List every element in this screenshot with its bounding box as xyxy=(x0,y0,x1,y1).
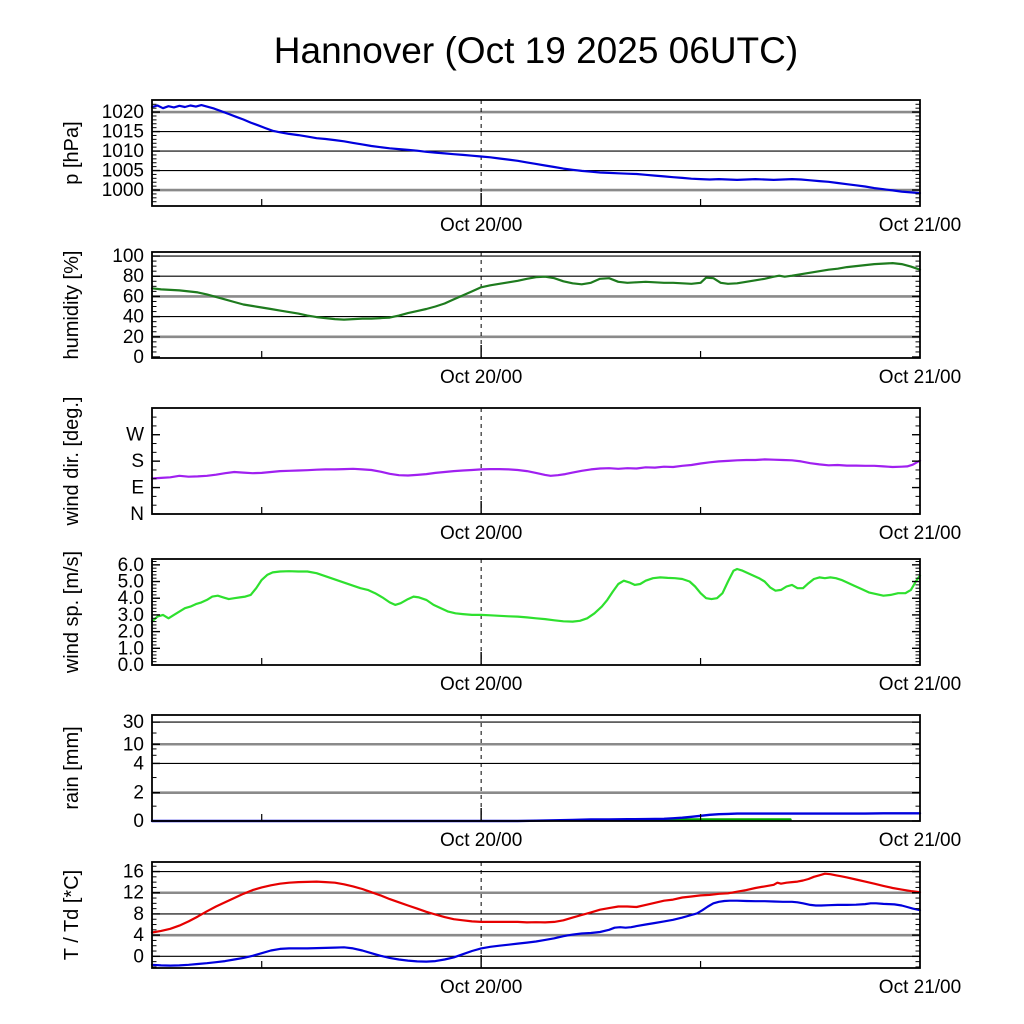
x-tick-label: Oct 20/00 xyxy=(440,830,522,851)
y-tick-label: 0 xyxy=(133,811,144,832)
series-line-pressure xyxy=(150,103,922,195)
y-tick-label: 5.0 xyxy=(118,572,144,593)
x-tick-label: Oct 20/00 xyxy=(440,674,522,695)
y-tick-label: 4 xyxy=(133,753,144,774)
x-tick-label: Oct 21/00 xyxy=(879,830,961,851)
y-tick-label: E xyxy=(131,478,144,499)
y-tick-label: 30 xyxy=(123,712,144,733)
x-tick-label: Oct 20/00 xyxy=(440,215,522,236)
y-tick-label: 0 xyxy=(133,347,144,368)
y-axis-title: p [hPa] xyxy=(61,121,83,184)
y-tick-label: 20 xyxy=(123,327,144,348)
chart-title: Hannover (Oct 19 2025 06UTC) xyxy=(273,30,799,71)
y-tick-label: 1005 xyxy=(102,161,144,182)
plot-box xyxy=(151,99,921,207)
plot-box xyxy=(151,251,921,359)
y-tick-label: 4 xyxy=(133,925,144,946)
y-tick-label: 16 xyxy=(123,862,144,883)
y-tick-label: 0 xyxy=(133,946,144,967)
y-tick-label: 6.0 xyxy=(118,555,144,576)
plot-box xyxy=(151,861,921,969)
y-tick-label: 1.0 xyxy=(118,638,144,659)
panel-wind-speed: 6.05.04.03.02.01.00.0 Oct 20/00 Oct 21/00 w… xyxy=(61,551,961,695)
x-tick-label: Oct 20/00 xyxy=(440,977,522,998)
x-tick-label: Oct 21/00 xyxy=(879,215,961,236)
x-tick-label: Oct 20/00 xyxy=(440,367,522,388)
y-tick-label: 10 xyxy=(123,734,144,755)
series-line-dew-point xyxy=(150,899,922,967)
y-tick-label: 2.0 xyxy=(118,622,144,643)
y-tick-label: 40 xyxy=(123,307,144,328)
y-tick-label: 8 xyxy=(133,904,144,925)
series-line-temperature xyxy=(150,872,922,934)
series-line-rain-blue xyxy=(150,812,922,823)
y-tick-label: 1015 xyxy=(102,122,144,143)
x-tick-label: Oct 21/00 xyxy=(879,674,961,695)
series-line-wind-speed xyxy=(150,567,922,623)
y-tick-label: N xyxy=(130,504,144,525)
x-tick-label: Oct 21/00 xyxy=(879,523,961,544)
y-axis-title: humidity [%] xyxy=(61,251,83,360)
x-tick-label: Oct 21/00 xyxy=(879,367,961,388)
series-line-humidity xyxy=(150,262,922,321)
y-tick-label: 100 xyxy=(112,246,144,267)
y-tick-label: 1010 xyxy=(102,141,144,162)
y-tick-label: W xyxy=(126,425,144,446)
y-axis-title: wind sp. [m/s] xyxy=(61,551,83,674)
y-tick-label: 12 xyxy=(123,883,144,904)
x-tick-label: Oct 21/00 xyxy=(879,977,961,998)
y-tick-label: 1020 xyxy=(102,102,144,123)
plot-box xyxy=(151,714,921,822)
y-tick-label: 3.0 xyxy=(118,605,144,626)
x-tick-label: Oct 20/00 xyxy=(440,523,522,544)
y-tick-label: 4.0 xyxy=(118,588,144,609)
y-tick-label: 80 xyxy=(123,266,144,287)
plot-box xyxy=(151,407,921,515)
y-tick-label: 60 xyxy=(123,286,144,307)
y-tick-label: S xyxy=(131,451,144,472)
y-tick-label: 2 xyxy=(133,783,144,804)
y-tick-label: 1000 xyxy=(102,180,144,201)
series-line-wind-direction xyxy=(150,458,922,480)
y-axis-title: wind dir. [deg.] xyxy=(61,397,83,527)
y-axis-title: T / Td [*C] xyxy=(61,870,83,960)
y-axis-title: rain [mm] xyxy=(61,726,83,809)
y-tick-label: 0.0 xyxy=(118,655,144,676)
